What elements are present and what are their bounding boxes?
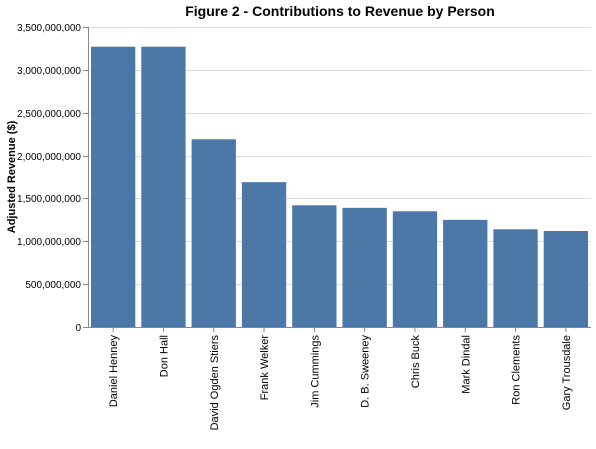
bar — [292, 205, 337, 327]
x-tick-label: Mark Dindal — [460, 335, 472, 394]
x-tick-label: Gary Trousdale — [561, 335, 573, 410]
y-tick-label: 500,000,000 — [25, 280, 81, 291]
bar — [342, 207, 387, 327]
x-axis: Daniel Henney Don Hall David Ogden Stiers F… — [88, 327, 591, 430]
y-tick-label: 2,500,000,000 — [17, 109, 81, 120]
y-tick-label: 0 — [75, 323, 81, 334]
x-tick-label: Jim Cummings — [309, 335, 321, 408]
chart-title: Figure 2 - Contributions to Revenue by P… — [185, 3, 495, 19]
y-tick-label: 1,500,000,000 — [17, 194, 81, 205]
x-tick-label: Daniel Henney — [108, 335, 120, 408]
bar — [141, 46, 186, 327]
y-axis-label: Adjusted Revenue ($) — [6, 120, 18, 233]
x-tick-label: Chris Buck — [410, 335, 422, 389]
bar — [191, 139, 236, 327]
bar — [91, 46, 136, 327]
bar — [241, 182, 287, 327]
y-tick-label: 3,500,000,000 — [17, 23, 81, 34]
y-tick-label: 3,000,000,000 — [17, 66, 81, 77]
x-tick-label: Don Hall — [158, 335, 170, 377]
bar — [493, 229, 538, 327]
bar — [543, 231, 588, 327]
y-tick-label: 1,000,000,000 — [17, 237, 81, 248]
bar — [443, 219, 488, 327]
x-tick-label: Ron Clements — [511, 335, 523, 405]
x-tick-label: Frank Welker — [259, 335, 271, 401]
bar — [392, 211, 438, 327]
y-axis: 0 500,000,000 1,000,000,000 1,500,000,000 2,… — [17, 23, 89, 334]
x-tick-label: D. B. Sweeney — [360, 335, 372, 408]
x-tick-label: David Ogden Stiers — [209, 335, 221, 431]
y-tick-label: 2,000,000,000 — [17, 152, 81, 163]
bars — [91, 46, 588, 327]
